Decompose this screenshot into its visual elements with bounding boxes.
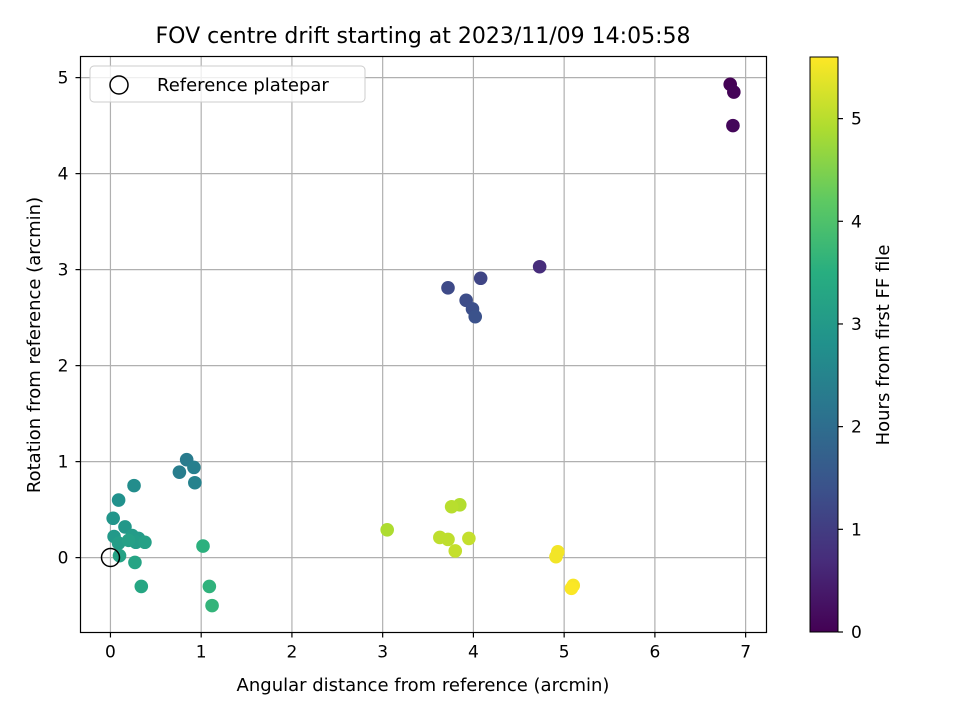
data-point (473, 271, 488, 286)
x-tick-label: 6 (649, 643, 660, 663)
data-point (127, 478, 141, 493)
x-tick-label: 2 (287, 643, 298, 663)
colorbar-tick-label: 2 (851, 418, 862, 438)
x-tick-label: 0 (105, 643, 116, 663)
colorbar-tick-label: 3 (851, 315, 862, 335)
data-point (134, 579, 149, 594)
colorbar-label: Hours from first FF file (873, 245, 894, 446)
data-point (727, 85, 741, 99)
data-point (532, 259, 547, 274)
colorbar: 0 1 2 3 4 5 Hours from first FF file (809, 56, 894, 643)
y-tick-label: 4 (58, 165, 69, 185)
colorbar-tick-label: 1 (851, 520, 862, 540)
y-tick-label: 5 (58, 69, 69, 89)
data-point (462, 531, 476, 546)
data-point (187, 460, 201, 475)
legend-label: Reference platepar (157, 75, 329, 96)
data-point (205, 598, 219, 613)
x-axis-label: Angular distance from reference (arcmin) (237, 675, 610, 696)
legend: Reference platepar (89, 65, 366, 103)
x-tick-label: 5 (559, 643, 570, 663)
x-tick-label: 7 (740, 643, 751, 663)
data-point (549, 549, 563, 564)
y-tick-label: 2 (58, 357, 69, 377)
y-tick-label: 0 (58, 549, 69, 569)
reference-platepar-marker (100, 547, 121, 568)
x-tick-label: 3 (377, 643, 388, 663)
data-point (448, 544, 463, 558)
colorbar-tick-label: 0 (851, 623, 862, 643)
x-axis-ticks: 0 1 2 3 4 5 6 7 (105, 632, 751, 663)
data-point (196, 539, 210, 553)
x-tick-label: 4 (468, 643, 479, 663)
legend-open-circle-marker (109, 75, 129, 95)
y-tick-label: 1 (58, 453, 69, 473)
data-points (106, 77, 741, 613)
data-point (128, 555, 142, 570)
data-point (172, 465, 187, 479)
grid-lines (80, 56, 767, 633)
data-point (121, 533, 136, 548)
y-axis-label: Rotation from reference (arcmin) (24, 197, 45, 493)
data-point (138, 535, 152, 550)
legend-box (89, 65, 366, 103)
data-point (444, 499, 459, 514)
data-point (188, 475, 202, 490)
x-tick-label: 1 (196, 643, 207, 663)
plot-frame (79, 55, 768, 634)
data-point (202, 579, 217, 594)
data-point (106, 511, 120, 526)
colorbar-gradient (809, 56, 839, 633)
colorbar-tick-label: 4 (851, 212, 862, 232)
y-tick-label: 3 (58, 261, 69, 281)
data-point (564, 581, 579, 596)
data-point (380, 522, 395, 537)
colorbar-tick-label: 5 (851, 110, 862, 130)
colorbar-ticks: 0 1 2 3 4 5 (838, 110, 862, 643)
y-axis-ticks: 0 1 2 3 4 5 (58, 69, 81, 569)
chart-title: FOV centre drift starting at 2023/11/09 … (156, 24, 691, 49)
data-point (111, 493, 126, 507)
data-point (441, 281, 455, 295)
data-point (726, 118, 740, 133)
data-point (468, 309, 483, 324)
data-point (441, 532, 455, 547)
